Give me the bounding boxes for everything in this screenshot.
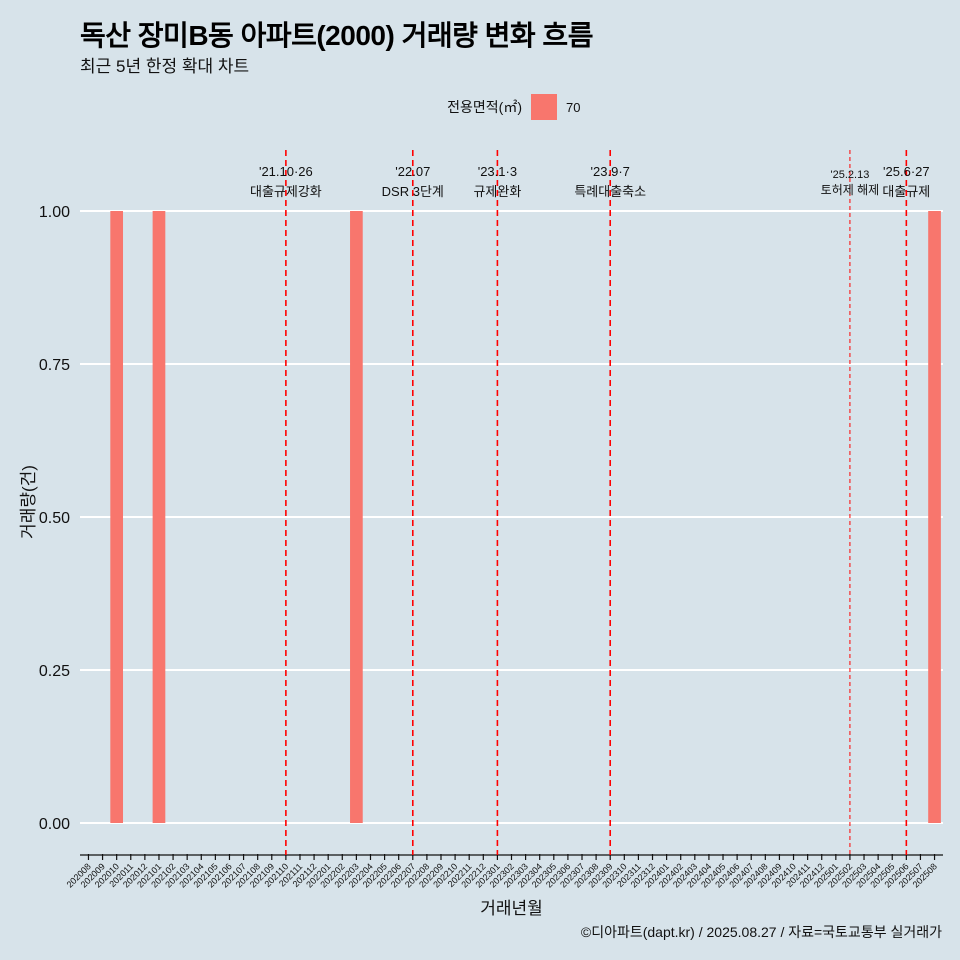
y-tick-label: 0.75 [39, 357, 70, 374]
event-name-label: 토허제 해제 [821, 183, 880, 197]
event-date-label: '25.2.13 [831, 169, 870, 181]
event-name-label: 대출규제 [882, 184, 930, 199]
legend-title: 전용면적(㎡) [447, 99, 522, 115]
event-date-label: '25.6·27 [883, 164, 930, 179]
bar-202203 [350, 211, 363, 823]
event-date-label: '22.07 [395, 164, 430, 179]
event-date-label: '21.10·26 [259, 164, 313, 179]
event-name-label: 특례대출축소 [574, 184, 646, 199]
source-caption: ©디아파트(dapt.kr) / 2025.08.27 / 자료=국토교통부 실… [580, 924, 942, 940]
bar-202101 [152, 211, 166, 823]
y-tick-label: 1.00 [39, 204, 70, 221]
y-tick-label: 0.25 [39, 663, 70, 680]
chart-subtitle: 최근 5년 한정 확대 차트 [80, 57, 250, 76]
event-name-label: DSR 3단계 [382, 184, 444, 199]
event-date-label: '23.1·3 [478, 164, 517, 179]
x-axis-title: 거래년월 [480, 899, 543, 918]
y-axis-title: 거래량(건) [19, 465, 38, 539]
y-tick-label: 0.50 [39, 510, 70, 527]
chart-title: 독산 장미B동 아파트(2000) 거래량 변화 흐름 [80, 20, 593, 51]
bar-202010 [110, 211, 124, 823]
bar-202508 [928, 211, 941, 823]
legend-swatch [531, 94, 557, 120]
y-tick-label: 0.00 [39, 816, 70, 833]
event-name-label: 대출규제강화 [250, 184, 322, 199]
legend-entry-label: 70 [566, 100, 580, 115]
event-date-label: '23.9·7 [591, 164, 630, 179]
event-name-label: 규제완화 [473, 184, 521, 199]
